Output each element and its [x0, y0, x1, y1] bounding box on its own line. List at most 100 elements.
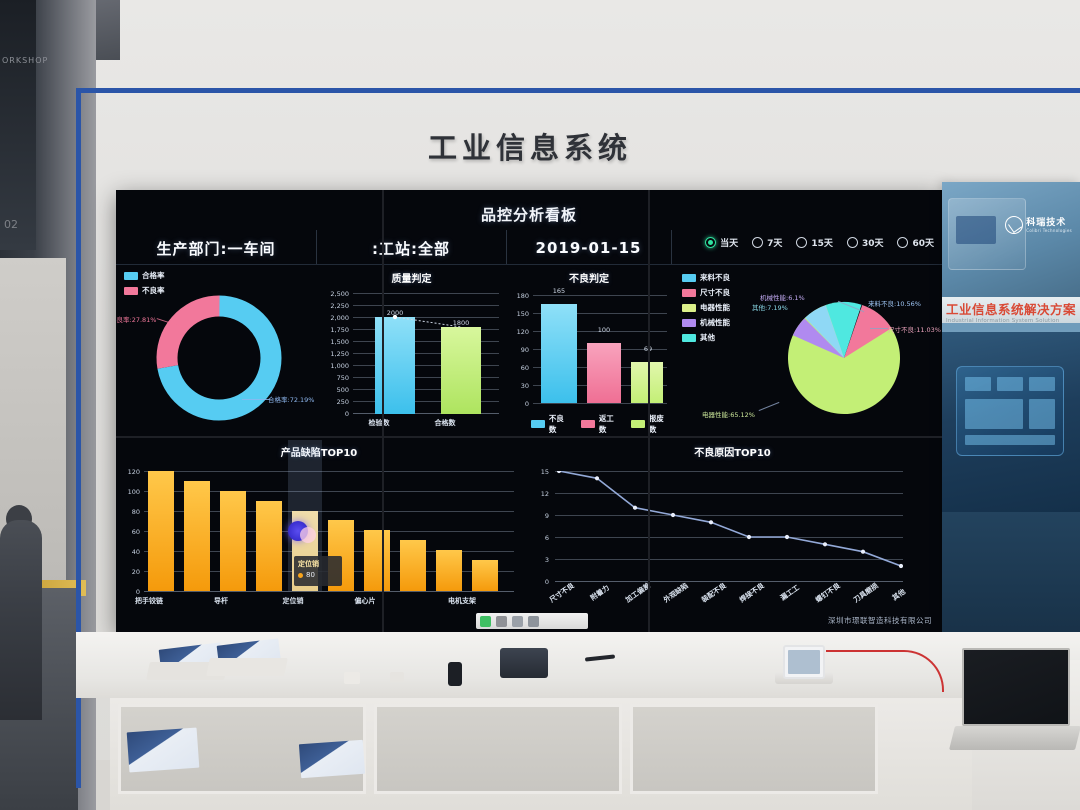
logo-mark-icon: [1005, 216, 1024, 234]
bar-top10[interactable]: [364, 530, 390, 591]
quality-trend-line: [392, 314, 462, 328]
header-divider-2: [506, 230, 507, 264]
y-tick: 60: [520, 364, 529, 372]
panel-title-reason-top10: 不良原因TOP10: [694, 448, 771, 459]
radio-label: 60天: [912, 239, 934, 249]
y-tick: 2,000: [330, 314, 349, 322]
panel-defect-type-pie: 来料不良 尺寸不良 电器性能 机械性能 其他: [672, 266, 942, 438]
y-tick: 15: [540, 468, 549, 476]
header-date[interactable]: 2019-01-15: [535, 239, 642, 257]
side-banner: 科瑞技术 Colibri Technologies 工业信息系统解决方案 Ind…: [942, 182, 1080, 672]
laptop-screen[interactable]: [962, 648, 1070, 726]
start-icon[interactable]: [480, 615, 491, 627]
radio-7days[interactable]: 7天: [752, 236, 782, 249]
booth-trim-left: [76, 88, 81, 788]
bar-defect-count[interactable]: [541, 304, 577, 403]
x-tick-inspected: 检验数: [368, 419, 390, 427]
legend-item: 不良数: [531, 413, 571, 435]
video-wall-display: 品控分析看板 生产部门:一车间 :工站:全部 2019-01-15 当天 7天: [116, 190, 942, 632]
header-divider-1: [316, 230, 317, 264]
legend-swatch-icon: [124, 286, 138, 295]
y-tick: 40: [131, 548, 140, 556]
os-taskbar[interactable]: [476, 613, 588, 629]
radio-label: 7天: [767, 239, 783, 249]
pie-callout-dimension: 尺寸不良:11.03%: [888, 326, 941, 334]
y-tick: 500: [336, 386, 349, 394]
y-tick: 90: [520, 346, 529, 354]
bar-passed[interactable]: [441, 326, 481, 414]
pie-callout-incoming: 来料不良:10.56%: [868, 300, 921, 308]
panel-product-defect-top10: 产品缺陷TOP10 120 100 80 60 40 20 0: [116, 440, 522, 626]
x-tick: 定位销: [282, 597, 304, 605]
radio-dot-icon: [846, 237, 858, 248]
y-tick: 0: [344, 410, 349, 418]
y-tick: 750: [336, 374, 349, 382]
y-tick: 120: [516, 328, 529, 336]
y-tick: 3: [544, 556, 549, 564]
radio-label: 30天: [861, 239, 884, 249]
x-tick-passed: 合格数: [434, 419, 456, 427]
panel-title-product-top10: 产品缺陷TOP10: [280, 448, 358, 459]
bar-top10[interactable]: [472, 560, 498, 591]
visitor-figure: [0, 520, 42, 720]
person-icon[interactable]: [528, 615, 539, 627]
label-printer-device: [500, 648, 548, 678]
x-tick: 把手铰链: [135, 597, 163, 605]
radio-30days[interactable]: 30天: [846, 236, 884, 249]
pie-legend: 来料不良 尺寸不良 电器性能 机械性能 其他: [682, 272, 730, 347]
bar-rework-count[interactable]: [587, 343, 621, 403]
panel-pass-rate: 合格率 不良率 不良率:27.81% 合格率:72.19%: [116, 266, 316, 438]
tooltip-title: 定位销: [298, 560, 319, 568]
logo-text-en: Colibri Technologies: [1026, 227, 1072, 233]
bar-top10[interactable]: [436, 550, 462, 591]
bar-top10[interactable]: [184, 481, 210, 591]
radio-dot-icon: [796, 237, 808, 248]
folder-icon[interactable]: [512, 615, 523, 627]
booth-title: 工业信息系统: [427, 131, 632, 165]
y-tick: 30: [520, 382, 529, 390]
radio-today[interactable]: 当天: [705, 236, 738, 249]
y-tick: 0: [524, 400, 529, 408]
bar-value-label: 2000: [386, 309, 404, 317]
panel-title-defect: 不良判定: [569, 274, 609, 285]
defect-reason-line-chart: [556, 471, 903, 569]
banner-headline: 工业信息系统解决方案: [946, 302, 1077, 317]
laptop-keyboard[interactable]: [949, 726, 1080, 750]
panel-defect-judgement: 不良判定 180 150 120 90 60 30 0: [507, 266, 671, 438]
bar-scrap-count[interactable]: [631, 362, 663, 403]
radio-label: 当天: [720, 239, 739, 249]
power-cable: [826, 650, 944, 692]
banner-top-image: 科瑞技术 Colibri Technologies: [942, 182, 1080, 297]
tablet-screen[interactable]: [788, 650, 820, 674]
pie-callout-mechanical: 机械性能:6.1%: [760, 294, 805, 302]
legend-item: 其他: [682, 332, 730, 343]
x-tick: 偏心片: [354, 597, 376, 605]
radio-dot-icon: [705, 237, 717, 248]
defect-bars-area: 165 100 69: [533, 287, 667, 403]
x-tick: 导杆: [214, 597, 228, 605]
date-range-radio-group[interactable]: 当天 7天 15天 30天 60天: [705, 236, 934, 249]
shelf-book-2: [298, 739, 366, 779]
logo-text-cn: 科瑞技术: [1026, 217, 1067, 228]
legend-swatch-icon: [581, 420, 595, 428]
radio-60days[interactable]: 60天: [897, 236, 934, 249]
header-station[interactable]: :工站:全部: [372, 239, 450, 258]
legend-item: 机械性能: [682, 317, 730, 328]
y-tick: 180: [516, 292, 529, 300]
pie-callout-electrical: 电器性能:65.12%: [702, 411, 755, 419]
y-tick: 1,500: [330, 338, 349, 346]
bar-top10[interactable]: [256, 501, 282, 591]
bar-top10[interactable]: [148, 471, 174, 591]
y-tick: 12: [540, 490, 549, 498]
legend-item: 来料不良: [682, 272, 730, 283]
music-icon[interactable]: [496, 615, 507, 627]
y-tick: 2,250: [330, 302, 349, 310]
bar-top10[interactable]: [400, 540, 426, 591]
banner-hud-image: [942, 332, 1080, 512]
bar-top10[interactable]: [220, 491, 246, 591]
header-divider-3: [671, 230, 672, 264]
bar-inspected[interactable]: [375, 317, 415, 414]
header-department[interactable]: 生产部门:一车间: [156, 239, 276, 258]
radio-15days[interactable]: 15天: [796, 236, 833, 249]
